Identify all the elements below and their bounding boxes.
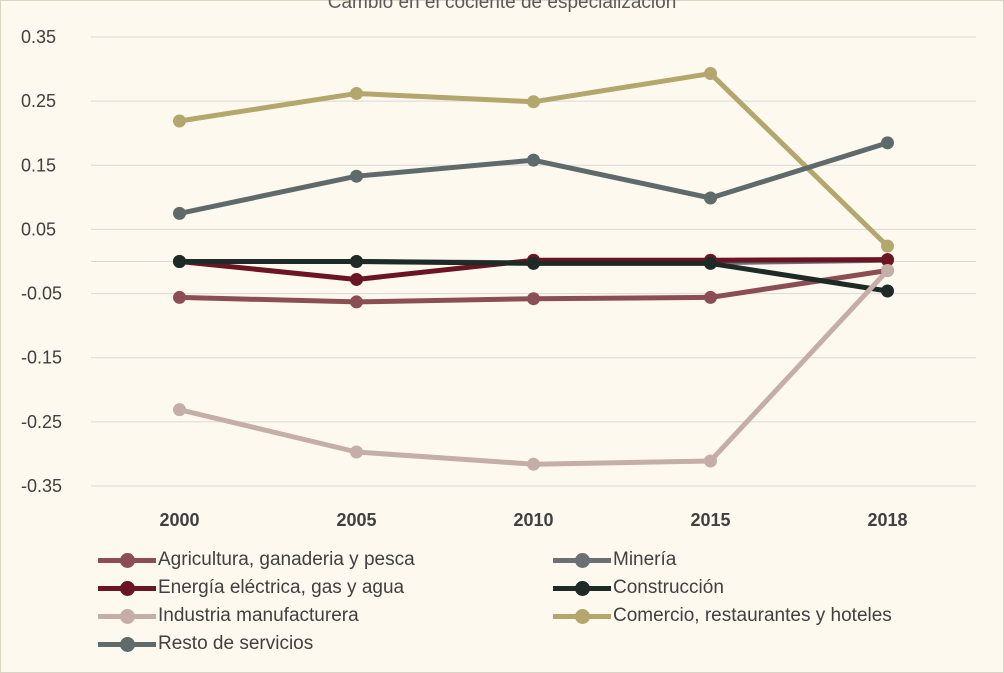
data-point <box>173 290 186 304</box>
x-tick-label: 2000 <box>159 510 199 530</box>
legend-label: Comercio, restaurantes y hoteles <box>613 605 892 626</box>
data-point <box>704 191 717 205</box>
data-point <box>527 256 540 270</box>
x-tick-label: 2010 <box>513 510 553 530</box>
legend-swatch <box>98 574 156 602</box>
legend-swatch <box>98 630 156 658</box>
chart-title: Cambio en el cociente de especialización <box>327 0 677 13</box>
x-tick-label: 2005 <box>336 510 376 530</box>
data-point <box>350 169 363 183</box>
legend-item: Minería <box>553 546 676 574</box>
legend-swatch <box>553 602 611 630</box>
legend-label: Minería <box>613 549 677 570</box>
y-tick-label: -0.15 <box>21 348 62 368</box>
data-point <box>173 403 186 417</box>
legend-swatch <box>553 546 611 574</box>
data-point <box>704 290 717 304</box>
legend-item: Resto de servicios <box>98 630 313 658</box>
legend-item: Industria manufacturera <box>98 602 359 630</box>
y-tick-label: -0.05 <box>21 284 62 304</box>
x-tick-label: 2015 <box>690 510 730 530</box>
legend-label: Industria manufacturera <box>158 605 359 626</box>
legend-item: Energía eléctrica, gas y agua <box>98 574 404 602</box>
data-point <box>350 86 363 100</box>
legend-label: Resto de servicios <box>158 633 314 654</box>
data-point <box>527 95 540 109</box>
y-tick-label: -0.35 <box>21 476 62 496</box>
data-point <box>173 114 186 128</box>
legend-label: Construcción <box>613 577 724 598</box>
y-tick-label: 0.15 <box>21 155 56 175</box>
data-point <box>350 445 363 459</box>
data-point <box>881 136 894 150</box>
data-point <box>173 206 186 220</box>
x-tick-label: 2018 <box>867 510 907 530</box>
data-point <box>527 292 540 306</box>
y-tick-label: -0.25 <box>21 412 62 432</box>
data-point <box>527 153 540 167</box>
y-tick-label: 0.25 <box>21 91 56 111</box>
data-point <box>881 263 894 277</box>
data-point <box>350 272 363 286</box>
legend-swatch <box>553 574 611 602</box>
data-point <box>704 454 717 468</box>
y-tick-label: 0.05 <box>21 219 56 239</box>
legend-label: Energía eléctrica, gas y agua <box>158 577 405 598</box>
data-point <box>173 255 186 268</box>
legend-item: Construcción <box>553 574 724 602</box>
series-line <box>177 140 890 216</box>
legend-swatch <box>98 602 156 630</box>
data-point <box>350 255 363 268</box>
data-point <box>704 67 717 81</box>
data-point <box>881 253 894 267</box>
y-tick-label: 0.35 <box>21 27 56 47</box>
data-point <box>704 256 717 270</box>
legend-item: Comercio, restaurantes y hoteles <box>553 602 892 630</box>
data-point <box>881 284 894 298</box>
legend-item: Agricultura, ganaderia y pesca <box>98 546 415 574</box>
legend-label: Agricultura, ganaderia y pesca <box>158 549 415 570</box>
data-point <box>527 457 540 471</box>
data-point <box>881 239 894 253</box>
legend-swatch <box>98 546 156 574</box>
data-point <box>350 295 363 309</box>
